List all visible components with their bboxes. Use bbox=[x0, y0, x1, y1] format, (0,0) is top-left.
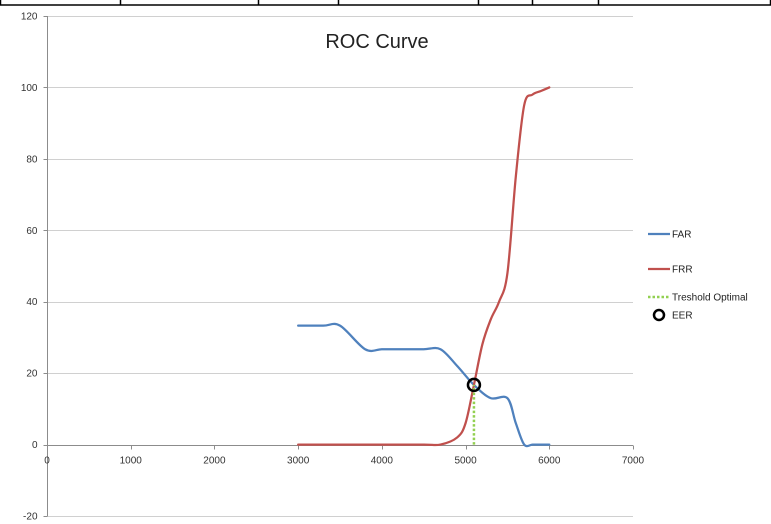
legend-label-eer: EER bbox=[672, 311, 693, 322]
series-line-frr bbox=[297, 86, 551, 447]
y-tick-label: 40 bbox=[26, 297, 38, 308]
x-tick-label: 0 bbox=[44, 456, 50, 467]
y-tick-label: -20 bbox=[23, 512, 38, 523]
y-tick-label: 120 bbox=[21, 12, 38, 23]
y-tick-label: 0 bbox=[32, 440, 38, 451]
x-tick-label: 5000 bbox=[454, 456, 477, 467]
table-border-top bbox=[0, 0, 771, 6]
point-marker-eer bbox=[466, 377, 482, 393]
y-tick-label: 100 bbox=[21, 83, 38, 94]
legend-label-far: FAR bbox=[672, 230, 691, 241]
legend-label-treshold-optimal: Treshold Optimal bbox=[672, 293, 748, 304]
y-tick-label: 80 bbox=[26, 154, 38, 165]
legend-swatch-eer bbox=[652, 308, 666, 322]
chart-tick-labels: 0 1000 2000 3000 4000 5000 6000 7000 -20 0 20 40 60 8… bbox=[21, 12, 645, 523]
chart-gridlines bbox=[47, 16, 633, 517]
legend-label-frr: FRR bbox=[672, 265, 693, 276]
chart-axes bbox=[43, 16, 634, 517]
x-tick-label: 3000 bbox=[287, 456, 310, 467]
x-tick-label: 1000 bbox=[120, 456, 143, 467]
y-tick-label: 60 bbox=[26, 226, 38, 237]
x-tick-label: 4000 bbox=[371, 456, 394, 467]
x-tick-label: 7000 bbox=[622, 456, 645, 467]
series-line-far bbox=[297, 322, 551, 448]
x-tick-label: 2000 bbox=[203, 456, 226, 467]
chart-title: ROC Curve bbox=[325, 31, 428, 53]
chart-legend: FAR FRR Treshold Optimal EER bbox=[648, 230, 748, 322]
chart-series bbox=[297, 86, 551, 448]
x-tick-label: 6000 bbox=[538, 456, 561, 467]
chart-points bbox=[466, 377, 482, 393]
y-tick-label: 20 bbox=[26, 369, 38, 380]
